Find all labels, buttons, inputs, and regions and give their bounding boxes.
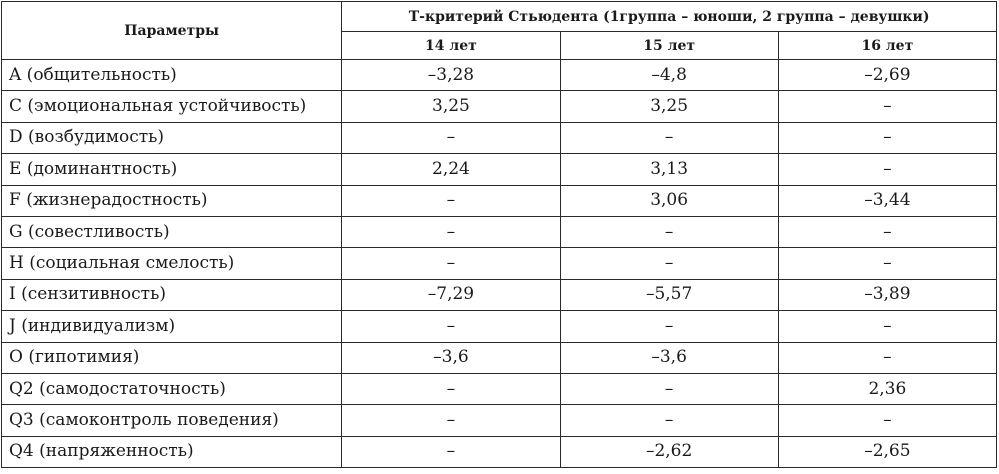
- param-cell: Q2 (самодостаточность): [0, 372, 343, 406]
- value-cell: –3,89: [777, 278, 998, 312]
- value-cell: –2,69: [777, 58, 998, 92]
- value-cell: –3,28: [341, 58, 561, 92]
- value-cell: –: [341, 247, 561, 280]
- table-row: O (гипотимия) –3,6 –3,6 –: [0, 341, 998, 374]
- value-cell: –: [341, 215, 561, 249]
- table-row: J (индивидуализм) – – –: [0, 310, 998, 343]
- value-cell: –2,62: [559, 435, 779, 469]
- value-cell: –: [559, 247, 779, 280]
- param-cell: G (совестливость): [0, 215, 343, 249]
- param-cell: D (возбудимость): [0, 121, 343, 155]
- param-cell: F (жизнерадостность): [0, 184, 343, 217]
- value-cell: 3,25: [559, 90, 779, 123]
- table-row: D (возбудимость) – – –: [0, 121, 998, 155]
- table-row: A (общительность) –3,28 –4,8 –2,69: [0, 58, 998, 92]
- value-cell: –: [777, 215, 998, 249]
- value-cell: 3,25: [341, 90, 561, 123]
- table-row: C (эмоциональная устойчивость) 3,25 3,25…: [0, 90, 998, 123]
- value-cell: –: [341, 372, 561, 406]
- param-cell: H (социальная смелость): [0, 247, 343, 280]
- value-cell: –: [559, 404, 779, 437]
- age-header-15: 15 лет: [559, 31, 779, 60]
- param-cell: C (эмоциональная устойчивость): [0, 90, 343, 123]
- value-cell: –: [777, 310, 998, 343]
- value-cell: –3,6: [559, 341, 779, 374]
- value-cell: 2,36: [777, 372, 998, 406]
- param-cell: I (сензитивность): [0, 278, 343, 312]
- param-cell: E (доминантность): [0, 153, 343, 186]
- table-row: H (социальная смелость) – – –: [0, 247, 998, 280]
- table-row: G (совестливость) – – –: [0, 215, 998, 249]
- value-cell: 3,13: [559, 153, 779, 186]
- param-column-header: Параметры: [0, 1, 343, 60]
- value-cell: 2,24: [341, 153, 561, 186]
- table-row: Q2 (самодостаточность) – – 2,36: [0, 372, 998, 406]
- table-row: I (сензитивность) –7,29 –5,57 –3,89: [0, 278, 998, 312]
- value-cell: –: [559, 310, 779, 343]
- age-header-14: 14 лет: [341, 31, 561, 60]
- param-cell: A (общительность): [0, 58, 343, 92]
- value-cell: –: [341, 435, 561, 469]
- value-cell: –: [341, 310, 561, 343]
- value-cell: –: [777, 404, 998, 437]
- value-cell: –: [559, 372, 779, 406]
- value-cell: –: [777, 90, 998, 123]
- param-cell: J (индивидуализм): [0, 310, 343, 343]
- value-cell: –: [777, 153, 998, 186]
- value-cell: –7,29: [341, 278, 561, 312]
- value-cell: –5,57: [559, 278, 779, 312]
- value-cell: –2,65: [777, 435, 998, 469]
- value-cell: –3,6: [341, 341, 561, 374]
- value-cell: –: [341, 184, 561, 217]
- value-cell: 3,06: [559, 184, 779, 217]
- table-row: E (доминантность) 2,24 3,13 –: [0, 153, 998, 186]
- value-cell: –: [559, 121, 779, 155]
- value-cell: –: [559, 215, 779, 249]
- table-row: Q3 (самоконтроль поведения) – – –: [0, 404, 998, 437]
- value-cell: –: [777, 247, 998, 280]
- value-cell: –4,8: [559, 58, 779, 92]
- value-cell: –3,44: [777, 184, 998, 217]
- value-cell: –: [341, 121, 561, 155]
- param-cell: Q3 (самоконтроль поведения): [0, 404, 343, 437]
- value-cell: –: [341, 404, 561, 437]
- param-cell: O (гипотимия): [0, 341, 343, 374]
- value-cell: –: [777, 341, 998, 374]
- age-header-16: 16 лет: [777, 31, 998, 60]
- table-row: F (жизнерадостность) – 3,06 –3,44: [0, 184, 998, 217]
- value-cell: –: [777, 121, 998, 155]
- table-row: Q4 (напряженность) – –2,62 –2,65: [0, 435, 998, 469]
- param-cell: Q4 (напряженность): [0, 435, 343, 469]
- group-column-header: Т-критерий Стьюдента (1группа – юноши, 2…: [341, 1, 997, 32]
